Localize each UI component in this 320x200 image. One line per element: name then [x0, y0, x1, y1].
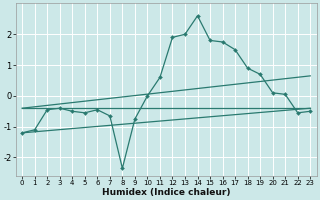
X-axis label: Humidex (Indice chaleur): Humidex (Indice chaleur)	[102, 188, 230, 197]
